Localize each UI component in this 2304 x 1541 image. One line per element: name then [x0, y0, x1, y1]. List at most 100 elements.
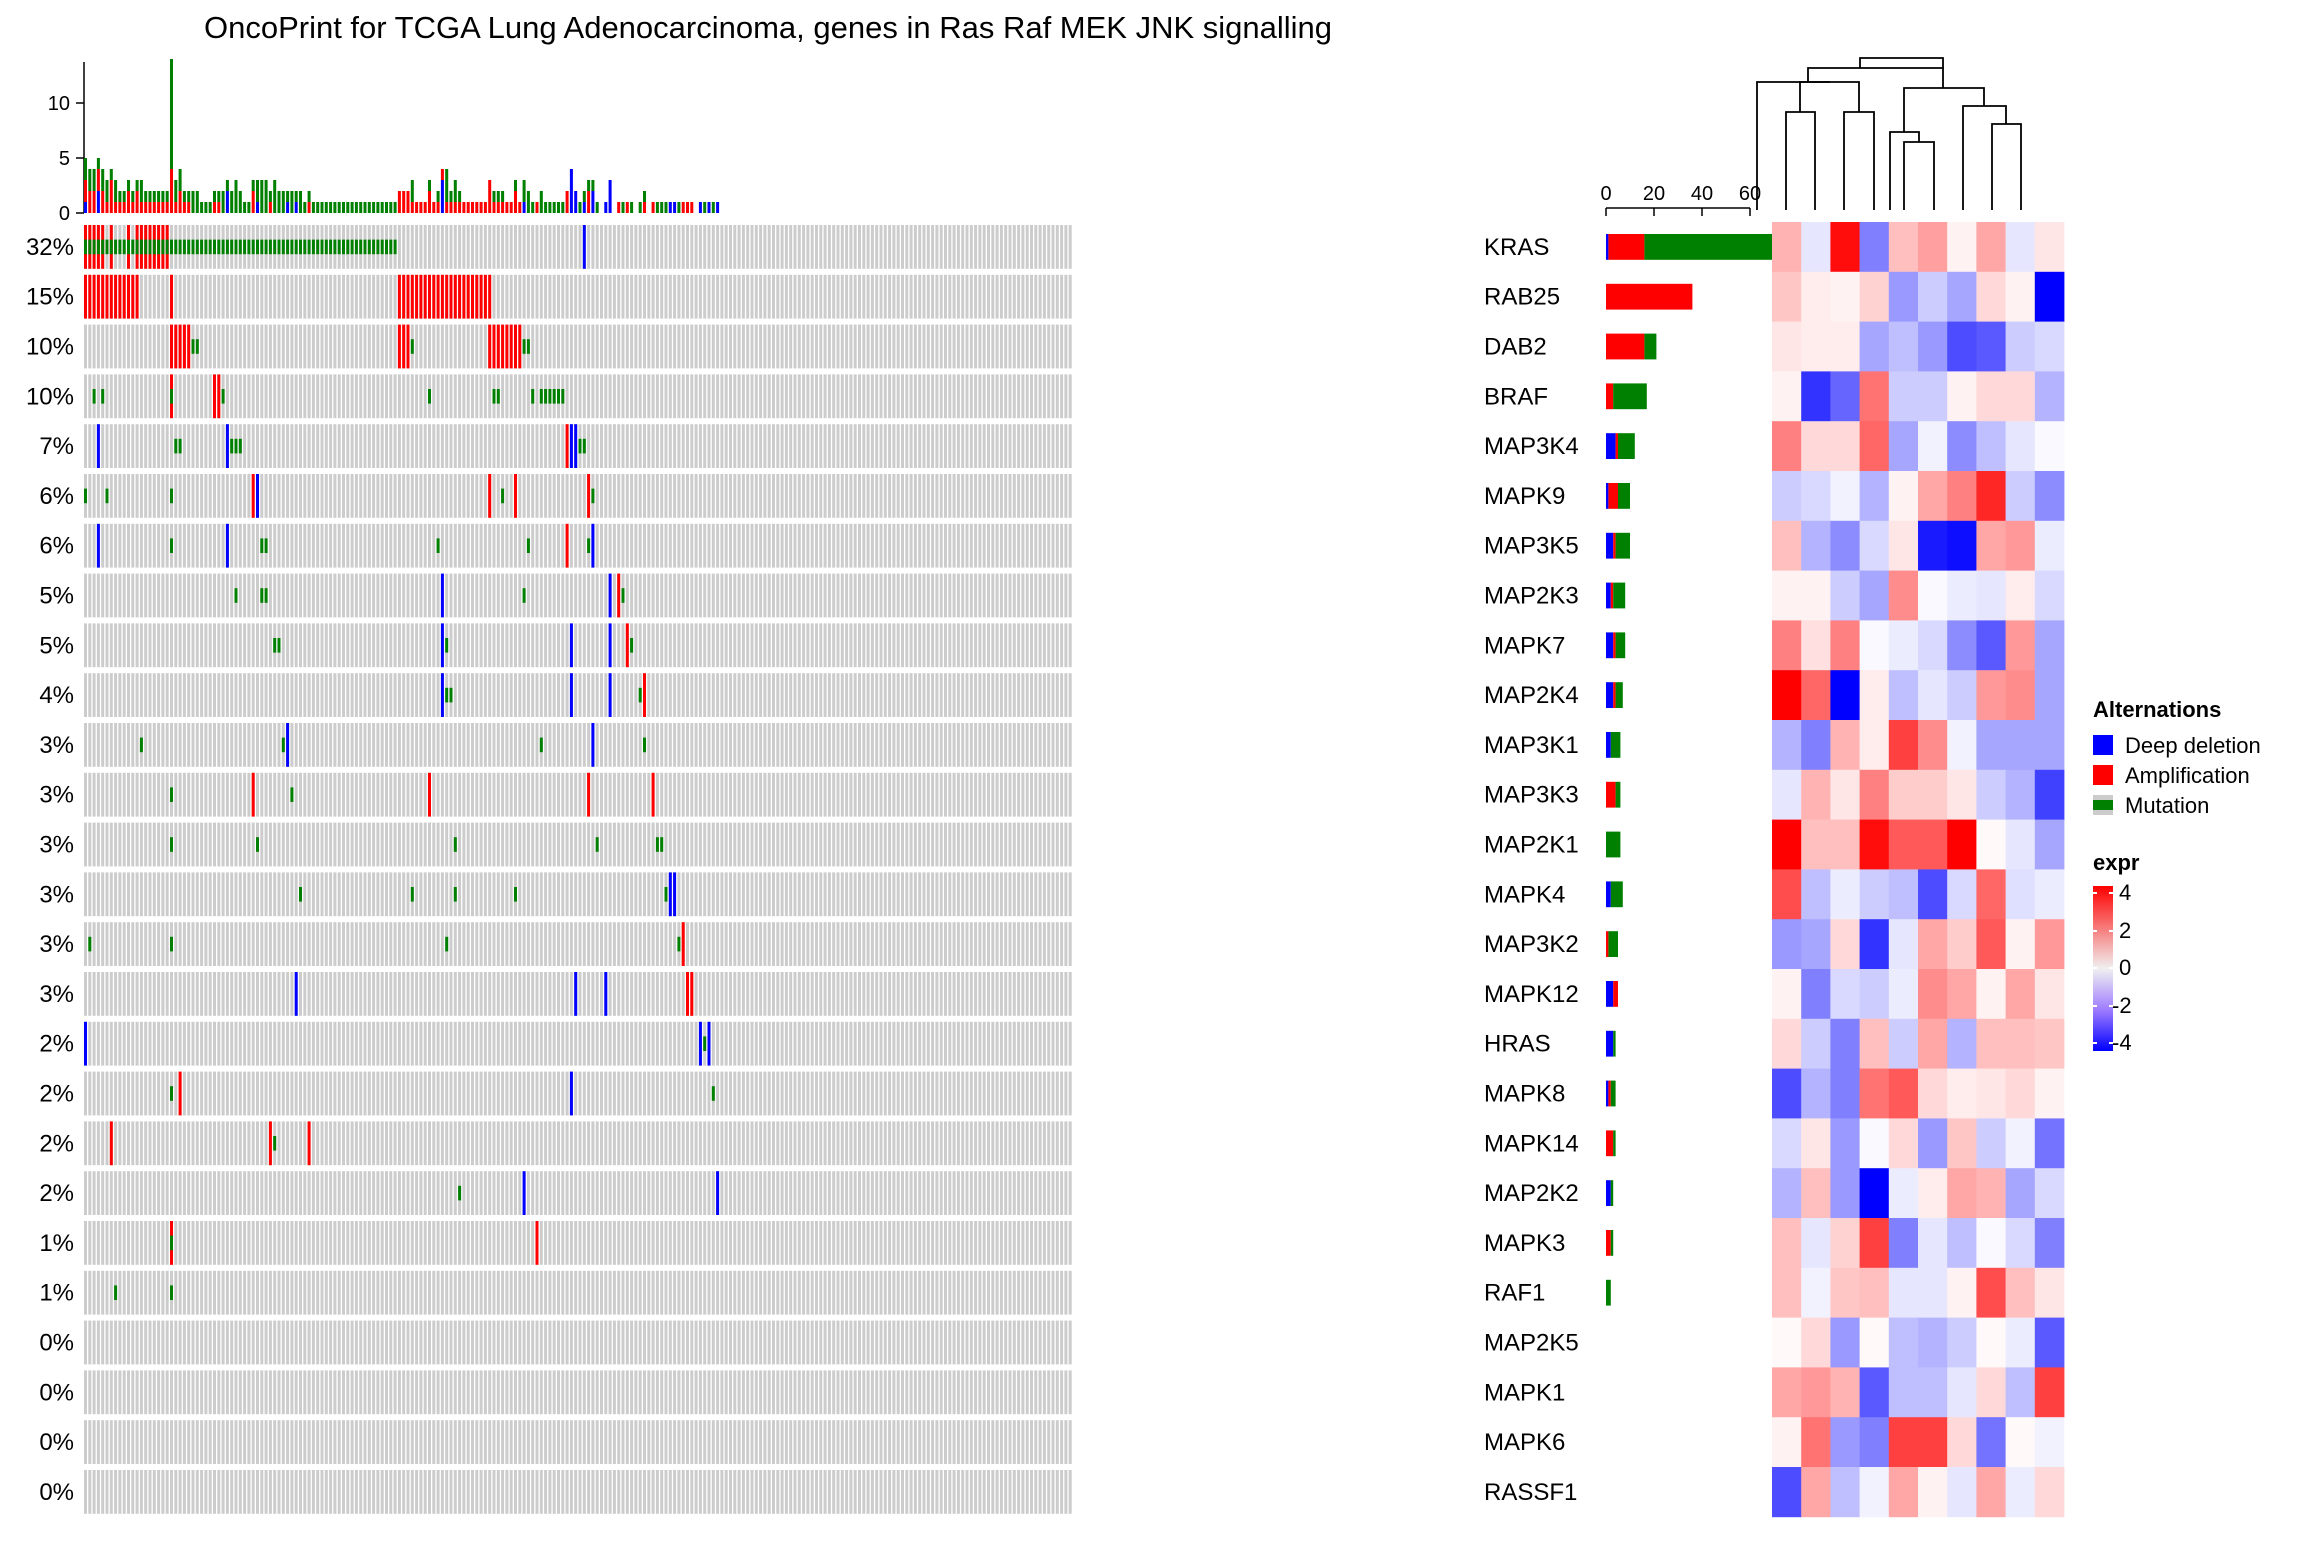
- cell-background: [200, 524, 203, 568]
- cell-background: [260, 872, 263, 916]
- cell-background: [230, 574, 233, 618]
- cell-background: [1039, 723, 1042, 767]
- cell-background: [144, 524, 147, 568]
- cell-background: [226, 673, 229, 717]
- cell-background: [708, 872, 711, 916]
- cell-background: [802, 1072, 805, 1116]
- cell-background: [308, 623, 311, 667]
- cell-background: [200, 1072, 203, 1116]
- top-bar-mut: [630, 202, 633, 213]
- cell-background: [579, 1072, 582, 1116]
- cell-background: [940, 773, 943, 817]
- top-bar-mut: [665, 202, 668, 213]
- cell-background: [424, 623, 427, 667]
- cell-background: [136, 524, 139, 568]
- cell-background: [763, 1022, 766, 1066]
- cell-background: [510, 623, 513, 667]
- cell-background: [974, 773, 977, 817]
- cell-background: [329, 1121, 332, 1165]
- cell-background: [226, 374, 229, 418]
- cell-background: [708, 623, 711, 667]
- cell-background: [290, 1072, 293, 1116]
- cell-mutation: [303, 240, 306, 255]
- cell-background: [583, 773, 586, 817]
- cell-amplification: [183, 325, 186, 369]
- cell-background: [703, 673, 706, 717]
- cell-background: [493, 474, 496, 518]
- cell-background: [256, 1171, 259, 1215]
- cell-background: [411, 574, 414, 618]
- cell-background: [183, 424, 186, 468]
- cell-background: [798, 623, 801, 667]
- cell-background: [265, 673, 268, 717]
- cell-background: [884, 872, 887, 916]
- cell-background: [536, 524, 539, 568]
- cell-mutation: [265, 538, 268, 553]
- cell-background: [480, 623, 483, 667]
- cell-background: [622, 723, 625, 767]
- cell-background: [987, 1072, 990, 1116]
- cell-background: [699, 773, 702, 817]
- cell-background: [785, 225, 788, 269]
- cell-background: [802, 922, 805, 966]
- cell-background: [940, 922, 943, 966]
- cell-background: [940, 1072, 943, 1116]
- cell-background: [935, 1022, 938, 1066]
- cell-background: [656, 1022, 659, 1066]
- cell-background: [497, 524, 500, 568]
- cell-background: [424, 225, 427, 269]
- cell-background: [84, 773, 87, 817]
- cell-background: [359, 374, 362, 418]
- cell-background: [355, 474, 358, 518]
- cell-background: [978, 723, 981, 767]
- cell-background: [961, 325, 964, 369]
- cell-background: [183, 1121, 186, 1165]
- cell-background: [867, 524, 870, 568]
- cell-background: [781, 225, 784, 269]
- cell-background: [686, 922, 689, 966]
- cell-background: [738, 673, 741, 717]
- cell-background: [269, 823, 272, 867]
- cell-background: [751, 872, 754, 916]
- cell-background: [269, 922, 272, 966]
- top-bar-mut: [531, 202, 534, 213]
- cell-mutation: [454, 887, 457, 902]
- cell-background: [604, 225, 607, 269]
- cell-background: [634, 922, 637, 966]
- cell-background: [1056, 225, 1059, 269]
- cell-background: [144, 723, 147, 767]
- cell-background: [441, 922, 444, 966]
- cell-background: [682, 1072, 685, 1116]
- cell-mutation: [290, 240, 293, 255]
- cell-background: [540, 275, 543, 319]
- cell-background: [407, 972, 410, 1016]
- cell-background: [1026, 1121, 1029, 1165]
- cell-mutation: [364, 240, 367, 255]
- cell-background: [355, 1022, 358, 1066]
- oncoprint-row-map2k2: [84, 1171, 1072, 1215]
- cell-background: [733, 922, 736, 966]
- cell-background: [776, 972, 779, 1016]
- cell-background: [845, 1072, 848, 1116]
- oncoprint-row-mapk8: [84, 1072, 1072, 1116]
- cell-background: [944, 1022, 947, 1066]
- cell-background: [411, 1022, 414, 1066]
- cell-background: [854, 823, 857, 867]
- cell-mutation: [501, 489, 504, 504]
- cell-background: [394, 823, 397, 867]
- cell-background: [144, 1072, 147, 1116]
- cell-background: [295, 623, 298, 667]
- cell-background: [359, 623, 362, 667]
- cell-background: [570, 1121, 573, 1165]
- cell-background: [781, 574, 784, 618]
- cell-background: [785, 673, 788, 717]
- cell-background: [514, 922, 517, 966]
- cell-background: [587, 275, 590, 319]
- cell-background: [639, 623, 642, 667]
- cell-background: [935, 424, 938, 468]
- cell-background: [114, 872, 117, 916]
- cell-background: [880, 972, 883, 1016]
- cell-background: [974, 673, 977, 717]
- cell-background: [987, 424, 990, 468]
- cell-amplification: [428, 773, 431, 817]
